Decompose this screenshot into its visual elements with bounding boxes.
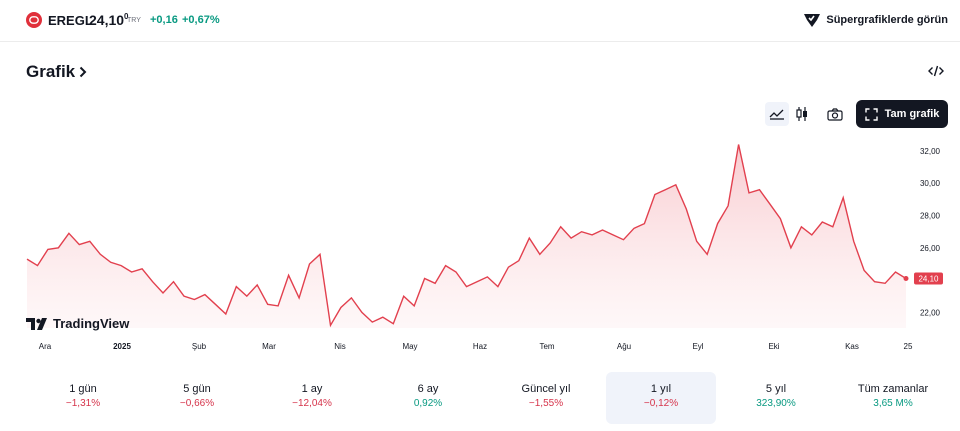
section-title[interactable]: Grafik — [26, 62, 87, 82]
period-performance-row: 1 gün −1,31% 5 gün −0,66% 1 ay −12,04% 6 ay 0,9… — [0, 372, 960, 424]
period-value: 3,65 M% — [873, 398, 913, 409]
period-label: Tüm zamanlar — [857, 383, 929, 395]
period-value: 0,92% — [413, 398, 443, 409]
full-chart-label: Tam grafik — [884, 108, 940, 120]
y-tick-label: 26,00 — [920, 244, 941, 253]
period-value: −0,66% — [179, 398, 215, 409]
tradingview-logo: TradingView — [26, 316, 129, 331]
symbol-change: +0,16 — [150, 14, 178, 26]
screenshot-button[interactable] — [823, 102, 847, 126]
period-tab-6[interactable]: 5 yıl 323,90% — [721, 372, 831, 424]
period-value: −1,55% — [528, 398, 564, 409]
camera-icon — [827, 107, 843, 121]
x-tick-label: Kas — [845, 342, 859, 351]
super-charts-link[interactable]: Süpergrafiklerde görün — [803, 12, 948, 28]
x-tick-label: Eyl — [692, 342, 703, 351]
x-tick-label: Nis — [334, 342, 346, 351]
period-label: 1 yıl — [650, 383, 672, 395]
x-tick-label: Şub — [192, 342, 207, 351]
y-tick-label: 22,00 — [920, 308, 941, 317]
tradingview-logo-text: TradingView — [53, 316, 130, 331]
symbol-price-frac: 0 — [124, 12, 129, 21]
x-tick-label: May — [402, 342, 417, 351]
chart-price-line — [26, 144, 907, 328]
period-tab-3[interactable]: 6 ay 0,92% — [373, 372, 483, 424]
period-label: 1 ay — [301, 383, 323, 395]
period-label: Güncel yıl — [521, 383, 571, 395]
period-value: −0,12% — [643, 398, 679, 409]
symbol-currency: TRY — [127, 17, 141, 24]
period-value: −12,04% — [292, 398, 332, 409]
y-tick-label: 30,00 — [920, 179, 941, 188]
x-tick-label: Haz — [473, 342, 487, 351]
x-tick-label: Ağu — [617, 342, 631, 351]
period-tab-4[interactable]: Güncel yıl −1,55% — [491, 372, 601, 424]
symbol-price-main: 24,10 — [89, 12, 125, 28]
x-tick-label: Tem — [539, 342, 554, 351]
period-label: 1 gün — [69, 383, 97, 395]
symbol-change-percent: +0,67% — [182, 14, 220, 26]
x-tick-label: Mar — [262, 342, 276, 351]
x-tick-label: 25 — [904, 342, 913, 351]
symbol-logo-icon — [26, 12, 42, 28]
symbol-price: 24,100 — [89, 12, 129, 28]
area-chart-icon — [769, 109, 784, 120]
last-price-dot — [903, 275, 909, 281]
period-tab-1[interactable]: 5 gün −0,66% — [142, 372, 252, 424]
super-charts-label: Süpergrafiklerde görün — [826, 14, 948, 26]
last-price-label: 24,10 — [918, 274, 939, 283]
full-chart-button[interactable]: Tam grafik — [856, 100, 948, 128]
y-tick-label: 28,00 — [920, 212, 941, 221]
x-tick-label: Eki — [768, 342, 779, 351]
chart-area-fill — [27, 144, 906, 328]
period-tab-7[interactable]: Tüm zamanlar 3,65 M% — [838, 372, 948, 424]
period-value: −1,31% — [65, 398, 101, 409]
last-price-badge — [914, 272, 943, 285]
period-label: 6 ay — [417, 383, 439, 395]
period-label: 5 gün — [183, 383, 211, 395]
period-tab-2[interactable]: 1 ay −12,04% — [257, 372, 367, 424]
symbol-name[interactable]: EREGL — [48, 13, 93, 28]
period-label: 5 yıl — [765, 383, 787, 395]
symbol-header: EREGL 24,100 TRY +0,16 +0,67% Süpergrafi… — [0, 0, 960, 42]
candle-chart-button[interactable] — [790, 102, 814, 126]
y-tick-label: 32,00 — [920, 147, 941, 156]
period-value: 323,90% — [756, 398, 796, 409]
candlestick-icon — [796, 107, 807, 121]
period-tab-5[interactable]: 1 yıl −0,12% — [606, 372, 716, 424]
embed-code-icon[interactable] — [928, 64, 944, 78]
area-chart-button[interactable] — [765, 102, 789, 126]
fullscreen-icon — [864, 107, 878, 121]
super-charts-icon — [804, 14, 821, 27]
period-tab-0[interactable]: 1 gün −1,31% — [28, 372, 138, 424]
chevron-right-icon — [79, 66, 87, 78]
section-title-text: Grafik — [26, 62, 76, 81]
x-tick-label: Ara — [39, 342, 52, 351]
tradingview-logo-icon — [26, 317, 47, 330]
x-tick-label: 2025 — [113, 342, 131, 351]
